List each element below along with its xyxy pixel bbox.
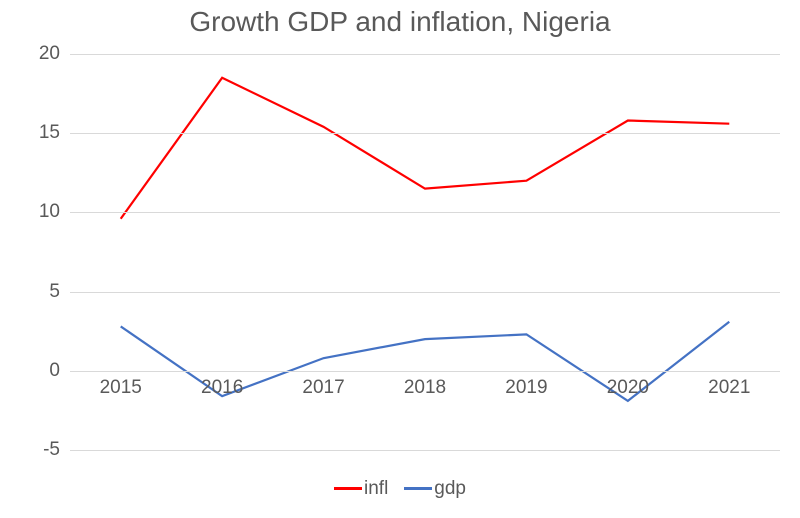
plot-area: -5051015202015201620172018201920202021 — [70, 54, 780, 450]
legend-swatch — [404, 487, 432, 490]
y-tick-label: 15 — [20, 122, 60, 144]
legend-swatch — [334, 487, 362, 490]
chart-container: Growth GDP and inflation, Nigeria -5 0 5 10… — [0, 0, 800, 518]
y-tick-label: 20 — [20, 43, 60, 65]
gridline — [70, 212, 780, 213]
y-tick-label: 10 — [20, 201, 60, 223]
gridline — [70, 450, 780, 451]
gridline — [70, 133, 780, 134]
y-tick-label: 0 — [20, 360, 60, 382]
legend-item-gdp: gdp — [404, 478, 466, 500]
y-tick-label: -5 — [20, 439, 60, 461]
x-tick-label: 2018 — [404, 377, 446, 399]
legend: infl gdp — [0, 478, 800, 500]
series-line-infl — [121, 78, 730, 219]
gridline — [70, 371, 780, 372]
x-tick-label: 2019 — [505, 377, 547, 399]
y-tick-label: 5 — [20, 281, 60, 303]
x-tick-label: 2020 — [607, 377, 649, 399]
gridline — [70, 54, 780, 55]
chart-title: Growth GDP and inflation, Nigeria — [0, 6, 800, 38]
gridline — [70, 292, 780, 293]
legend-item-infl: infl — [334, 478, 388, 500]
x-tick-label: 2021 — [708, 377, 750, 399]
x-tick-label: 2017 — [302, 377, 344, 399]
x-tick-label: 2016 — [201, 377, 243, 399]
x-tick-label: 2015 — [100, 377, 142, 399]
legend-label: infl — [364, 478, 388, 499]
legend-label: gdp — [434, 478, 466, 499]
